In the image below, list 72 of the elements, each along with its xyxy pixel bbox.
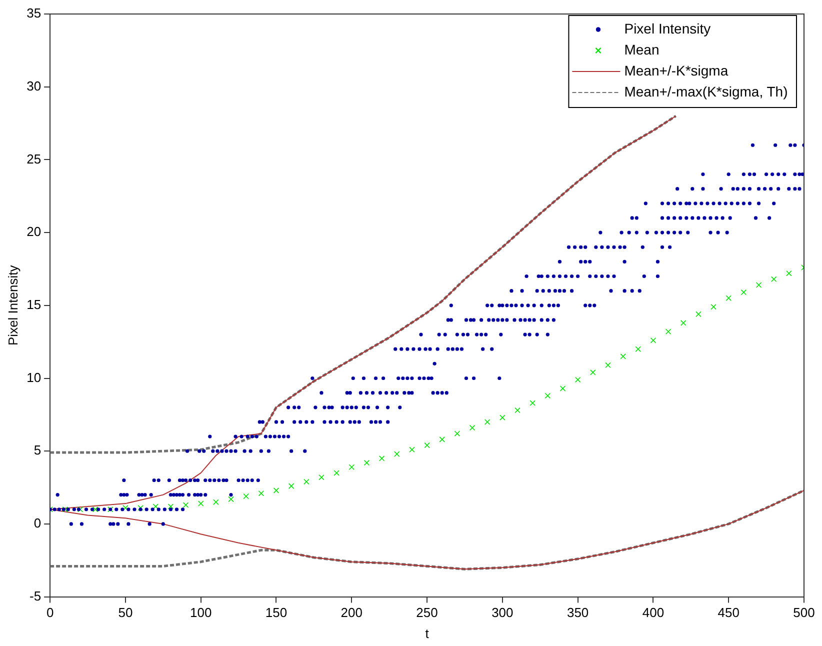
point bbox=[590, 370, 596, 376]
point bbox=[635, 346, 642, 352]
point bbox=[500, 414, 506, 420]
x-tick-label: 200 bbox=[340, 605, 362, 620]
y-tick-label: 15 bbox=[26, 296, 42, 312]
y-tick-label: 0 bbox=[34, 516, 42, 531]
point bbox=[665, 328, 672, 334]
point bbox=[770, 276, 777, 282]
point bbox=[213, 499, 219, 505]
point bbox=[484, 419, 490, 425]
y-tick-label: 25 bbox=[26, 151, 42, 166]
legend-label: Mean+/-K*sigma bbox=[624, 62, 728, 78]
point bbox=[439, 436, 445, 442]
x-tick-label: 100 bbox=[190, 605, 212, 620]
point bbox=[364, 460, 370, 466]
point bbox=[304, 478, 310, 485]
y-tick-label: 10 bbox=[26, 370, 42, 385]
point bbox=[378, 456, 385, 462]
point bbox=[182, 502, 189, 508]
point bbox=[469, 424, 476, 431]
point bbox=[62, 506, 68, 512]
point bbox=[574, 376, 581, 383]
point bbox=[409, 446, 415, 453]
y-tick-label: 20 bbox=[26, 224, 42, 240]
point bbox=[228, 496, 234, 502]
point bbox=[696, 311, 702, 318]
point bbox=[288, 483, 294, 489]
point bbox=[514, 407, 520, 414]
point bbox=[680, 320, 686, 326]
point bbox=[334, 470, 340, 476]
point bbox=[756, 282, 762, 288]
x-tick-label: 0 bbox=[46, 605, 54, 620]
point bbox=[348, 464, 355, 470]
legend-label: Mean+/-max(K*sigma, Th) bbox=[624, 83, 788, 100]
point bbox=[424, 442, 430, 448]
x-tick-label: 500 bbox=[793, 605, 815, 620]
point bbox=[198, 500, 204, 506]
point bbox=[530, 400, 536, 406]
legend-label: Pixel Intensity bbox=[624, 20, 711, 36]
point bbox=[650, 337, 656, 344]
x-tick-label: 250 bbox=[416, 605, 438, 620]
point bbox=[77, 506, 84, 512]
y-axis-title: Pixel Intensity bbox=[5, 264, 20, 346]
x-tick-label: 350 bbox=[566, 605, 589, 620]
point bbox=[138, 505, 144, 511]
x-tick-label: 150 bbox=[265, 605, 288, 620]
point bbox=[786, 270, 792, 276]
point bbox=[454, 430, 460, 436]
point bbox=[560, 386, 566, 392]
point bbox=[394, 451, 400, 457]
point bbox=[620, 354, 626, 360]
point bbox=[740, 289, 747, 296]
x-axis-title: t bbox=[425, 626, 430, 641]
x-tick-label: 450 bbox=[718, 605, 740, 620]
x-tick-label: 300 bbox=[492, 605, 514, 620]
point bbox=[318, 474, 324, 480]
y-tick-label: 35 bbox=[26, 6, 42, 21]
y-tick-label: -5 bbox=[29, 588, 42, 604]
point bbox=[273, 488, 280, 494]
x-tick-label: 50 bbox=[118, 605, 133, 620]
legend-label: Mean bbox=[624, 41, 660, 58]
point bbox=[168, 504, 174, 510]
point bbox=[258, 490, 264, 496]
point bbox=[243, 493, 249, 500]
point bbox=[710, 304, 716, 310]
point bbox=[605, 362, 611, 368]
y-tick-label: 5 bbox=[34, 442, 42, 458]
x-tick-label: 400 bbox=[642, 605, 664, 620]
point bbox=[544, 392, 551, 399]
y-tick-label: 30 bbox=[26, 78, 42, 94]
point bbox=[92, 506, 98, 512]
point bbox=[726, 295, 732, 301]
